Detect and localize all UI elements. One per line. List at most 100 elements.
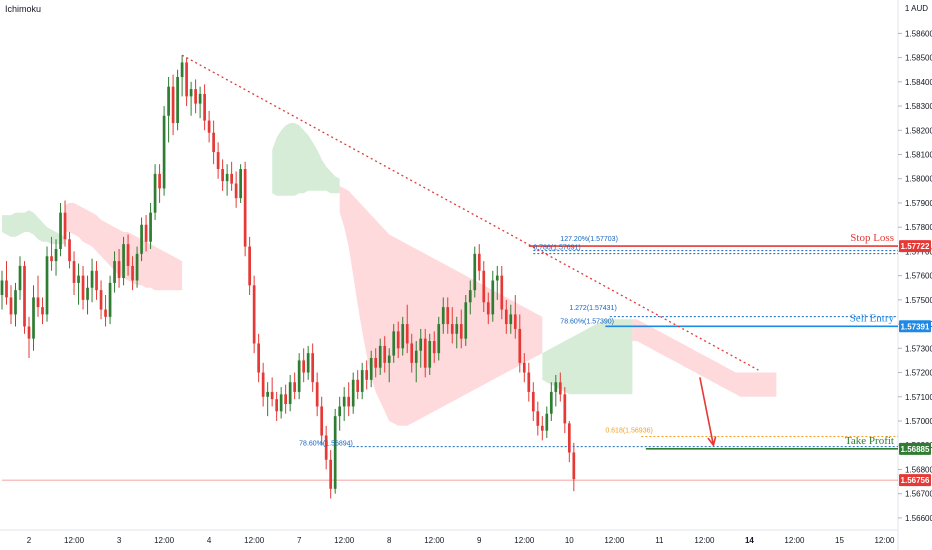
indicator-title[interactable]: Ichimoku [5,4,42,14]
price-scale [898,0,932,550]
candle [81,265,85,310]
candle [378,338,382,375]
candle [54,239,58,276]
candle-body [180,62,184,77]
candle [279,387,283,419]
candle-body [63,212,67,240]
x-tick-label: 8 [387,536,392,545]
candle-body [252,285,256,344]
candle [68,232,71,269]
candle-body [558,382,562,395]
candle [518,314,522,373]
candle [149,202,152,249]
candle-body [234,183,238,199]
candle-body [437,324,441,354]
level-label: Stop Loss [850,232,894,244]
x-tick-label: 7 [297,536,302,545]
candle [315,372,319,417]
candle-body [378,345,382,368]
candle [135,246,139,288]
candle-body [549,391,553,414]
candle [473,246,477,298]
candle [558,372,562,402]
candle [257,333,260,383]
candle [185,57,188,107]
candle [63,200,67,247]
candle [5,261,8,305]
candle-body [149,212,152,242]
candle-body [383,345,387,363]
candle-body [342,396,346,407]
candle [90,258,94,303]
candle-body [18,265,22,291]
y-tick-label: 1.58600 [905,29,932,38]
candle-body [441,307,445,325]
candle [563,387,567,434]
candles [0,55,576,499]
candle [297,353,301,400]
candle [540,416,544,441]
x-tick-label: 4 [207,536,212,545]
last-price-value: 1.56756 [901,476,930,485]
candle [482,261,486,312]
candle-body [140,224,143,254]
candle [230,161,233,191]
candle [306,345,310,380]
candle [527,362,531,402]
candle [387,348,391,383]
candle [567,420,571,463]
candle [338,396,342,431]
candle-body [225,173,229,182]
candle-body [32,297,35,339]
candle-body [302,360,306,373]
candle [216,142,220,179]
candle [14,282,17,327]
candle-body [27,326,31,339]
candle [549,382,553,421]
candle-body [482,270,486,303]
candle-body [468,290,472,303]
candle-body [527,372,531,392]
candle-body [347,396,351,407]
candle [509,304,513,334]
candle [86,275,89,315]
candle [171,74,175,136]
level-tag [899,240,931,253]
candle-body [374,358,378,368]
candle [41,297,44,325]
level-tag-value: 1.57391 [901,322,930,331]
candle [261,362,265,407]
candle [234,171,238,208]
x-tick-label: 12:00 [874,536,895,545]
candle [329,450,333,499]
ichimoku-cloud [2,123,777,426]
y-tick-label: 1.57500 [905,296,932,305]
candle [302,348,306,383]
candle-body [536,411,540,426]
level-label: Sell Entry [850,312,895,324]
candle-body [563,394,567,424]
candle-body [311,353,315,383]
candle-body [230,173,233,184]
last-price-tag [899,474,931,487]
candle [423,328,427,378]
candle-body [455,324,459,334]
candle [288,374,292,412]
candle-body [198,93,202,104]
candle [207,110,211,143]
y-tick-label: 1.57800 [905,223,932,232]
x-tick-label: 12:00 [514,536,535,545]
target-arrow-shaft [699,377,715,446]
candle [99,280,103,320]
candle-body [212,132,215,153]
candle-body [360,370,364,392]
candle [180,55,184,97]
candle-body [117,261,121,279]
candle-body [396,331,400,349]
candle-body [167,86,170,116]
candle-body [284,394,288,405]
candle [131,256,134,291]
candle-body [432,341,436,354]
candle [225,164,229,196]
